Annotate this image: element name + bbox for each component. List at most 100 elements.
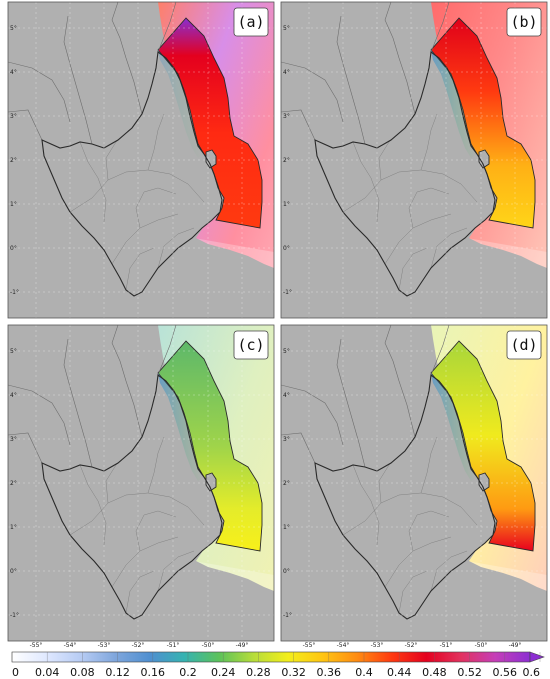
panel-frame [7, 1, 275, 319]
municipal-border [430, 227, 468, 269]
lon-tick-label: -53° [371, 642, 384, 649]
state-outline [41, 373, 223, 620]
lat-tick-label: 4° [283, 69, 290, 76]
map-panel-d: 5° 4° 3° 2° 1° 0° -1° (d) [280, 324, 548, 642]
colorbar: 0 0.04 0.08 0.12 0.16 0.2 0.24 0.28 0.32 0.36 0.4 0… [11, 651, 545, 679]
country-border [111, 2, 143, 115]
lat-tick-label: 2° [10, 480, 17, 487]
municipal-border [157, 227, 195, 269]
lon-tick-label: -52° [405, 642, 418, 649]
lat-tick-label: 1° [283, 201, 290, 208]
colorbar-tick-label: 0.6 [523, 666, 541, 679]
panel-label: (d) [510, 336, 537, 354]
longitude-axis: -55° -54° -53° -52° -51° -50° -49° -55° -54° -53°… [30, 642, 522, 649]
municipal-border [69, 492, 205, 536]
lat-tick-label: 0° [10, 245, 17, 252]
colorbar-tick-label: 0.24 [211, 666, 236, 679]
lon-tick-label: -55° [303, 642, 316, 649]
country-border [8, 109, 43, 141]
lat-tick-label: 2° [10, 157, 17, 164]
country-border [8, 432, 43, 464]
country-border [430, 325, 450, 376]
municipal-border [420, 113, 438, 171]
lat-tick-label: 2° [283, 157, 290, 164]
lat-tick-label: 2° [283, 480, 290, 487]
island [478, 149, 490, 169]
lon-tick-label: -52° [132, 642, 145, 649]
lat-tick-label: 3° [10, 113, 17, 120]
eez-zone [430, 17, 536, 229]
colorbar-tick-label: 0.2 [179, 666, 197, 679]
eez-zone [430, 340, 536, 552]
lat-tick-label: 5° [283, 25, 290, 32]
colorbar-tick-label: 0.48 [422, 666, 447, 679]
country-border [384, 2, 416, 115]
country-border [281, 432, 316, 464]
municipal-border [408, 510, 450, 552]
lat-tick-label: 4° [283, 392, 290, 399]
lat-tick-label: 4° [10, 392, 17, 399]
lat-tick-label: -1° [283, 612, 292, 619]
municipal-border [352, 464, 380, 546]
lat-tick-label: 0° [283, 568, 290, 575]
map-panel-c: 5° 4° 3° 2° 1° 0° -1° (c) [7, 324, 275, 642]
lat-tick-label: 1° [10, 524, 17, 531]
colorbar-tick-label: 0.12 [105, 666, 130, 679]
lon-tick-label: -54° [337, 642, 350, 649]
lon-tick-label: -50° [202, 642, 215, 649]
municipal-border [69, 169, 205, 213]
map-panel-b: 5° 4° 3° 2° 1° 0° -1° (b) [280, 1, 548, 319]
lon-tick-label: -49° [509, 642, 522, 649]
land-mass [281, 325, 547, 641]
municipal-border [147, 436, 165, 494]
state-outline [314, 50, 496, 297]
lat-tick-label: -1° [10, 289, 19, 296]
lat-tick-label: 0° [10, 568, 17, 575]
panel-grid: 5° 4° 3° 2° 1° 0° -1° (a) 5° 4° 3° 2° 1° 0° -1° (b) 5° 4°… [7, 1, 548, 642]
colorbar-tick-label: 0.44 [387, 666, 412, 679]
colorbar-tick-label: 0.08 [70, 666, 95, 679]
country-border [281, 61, 344, 123]
municipal-border [79, 464, 107, 546]
municipal-border [398, 570, 428, 614]
colorbar-tick-label: 0.4 [355, 666, 373, 679]
municipal-border [135, 510, 177, 552]
country-border [281, 109, 316, 141]
lat-tick-label: -1° [10, 612, 19, 619]
land-mass [8, 2, 274, 318]
island [205, 472, 217, 492]
coastal-strip [158, 373, 204, 481]
panel-frame [280, 324, 548, 642]
state-outline [314, 373, 496, 620]
land-mass [281, 2, 547, 318]
lat-tick-label: 1° [283, 524, 290, 531]
colorbar-bar [11, 651, 531, 663]
municipal-border [398, 247, 428, 291]
lat-tick-label: 0° [283, 245, 290, 252]
eez-zone [157, 17, 263, 229]
country-border [63, 338, 93, 468]
municipal-border [430, 550, 468, 592]
lon-tick-label: -55° [30, 642, 43, 649]
colorbar-tick-label: 0.28 [246, 666, 271, 679]
municipal-border [135, 187, 177, 229]
lat-tick-label: 4° [10, 69, 17, 76]
panel-label: (b) [510, 13, 537, 31]
panel-label-box [233, 330, 269, 360]
municipal-border [79, 141, 107, 223]
municipal-border [125, 570, 155, 614]
coastal-strip [158, 50, 204, 158]
lon-tick-label: -54° [64, 642, 77, 649]
colorbar-tick-label: 0.04 [35, 666, 60, 679]
municipal-border [352, 141, 380, 223]
colorbar-tick-label: 0.36 [317, 666, 342, 679]
panel-label-box [233, 7, 269, 37]
state-outline [41, 50, 223, 297]
municipal-border [342, 492, 478, 536]
panel-label: (a) [237, 13, 264, 31]
panel-label-box [506, 7, 542, 37]
colorbar-tick-label: 0.56 [493, 666, 518, 679]
municipal-border [420, 436, 438, 494]
colorbar-tick-label: 0 [12, 666, 19, 679]
municipal-border [147, 113, 165, 171]
